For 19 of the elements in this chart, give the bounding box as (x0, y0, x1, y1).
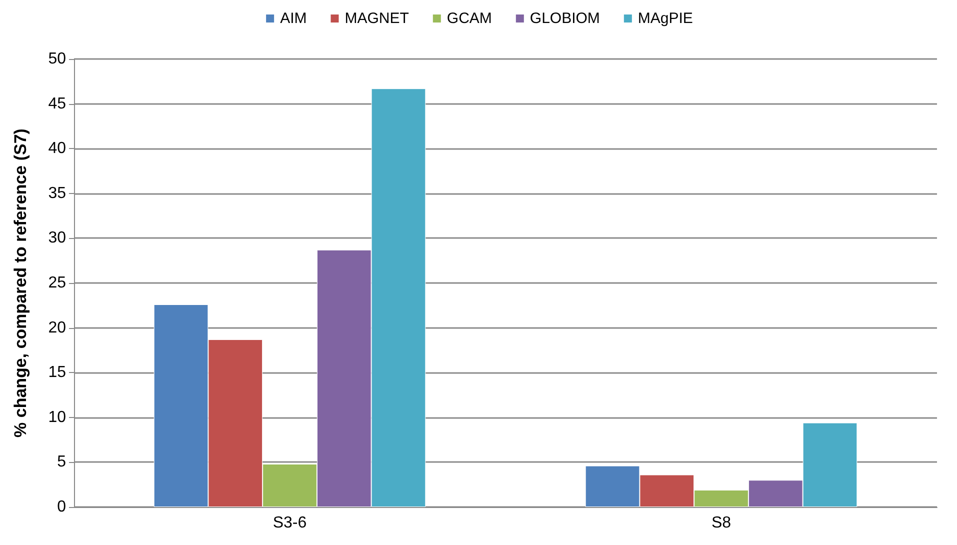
y-tick-label: 25 (48, 274, 66, 292)
y-tick-label: 40 (48, 140, 66, 158)
x-tick-label: S3-6 (272, 514, 307, 532)
legend-label: MAGNET (344, 10, 409, 27)
y-tick-label: 45 (48, 95, 66, 112)
legend-label: MAgPIE (638, 10, 693, 27)
y-tick-label: 5 (57, 454, 66, 471)
y-tick-label: 20 (48, 319, 66, 336)
y-tick-label: 15 (48, 364, 66, 382)
y-tick-label: 0 (57, 498, 66, 516)
legend-label: GLOBIOM (530, 10, 600, 27)
legend-label: AIM (280, 10, 307, 27)
y-tick-label: 30 (48, 230, 66, 247)
y-tick-label: 50 (48, 50, 66, 68)
legend-label: GCAM (446, 10, 492, 27)
y-axis-title: % change, compared to reference (S7) (11, 128, 30, 438)
x-tick-label: S8 (711, 514, 732, 532)
y-tick-label: 35 (48, 184, 66, 202)
y-tick-label: 10 (48, 408, 66, 426)
